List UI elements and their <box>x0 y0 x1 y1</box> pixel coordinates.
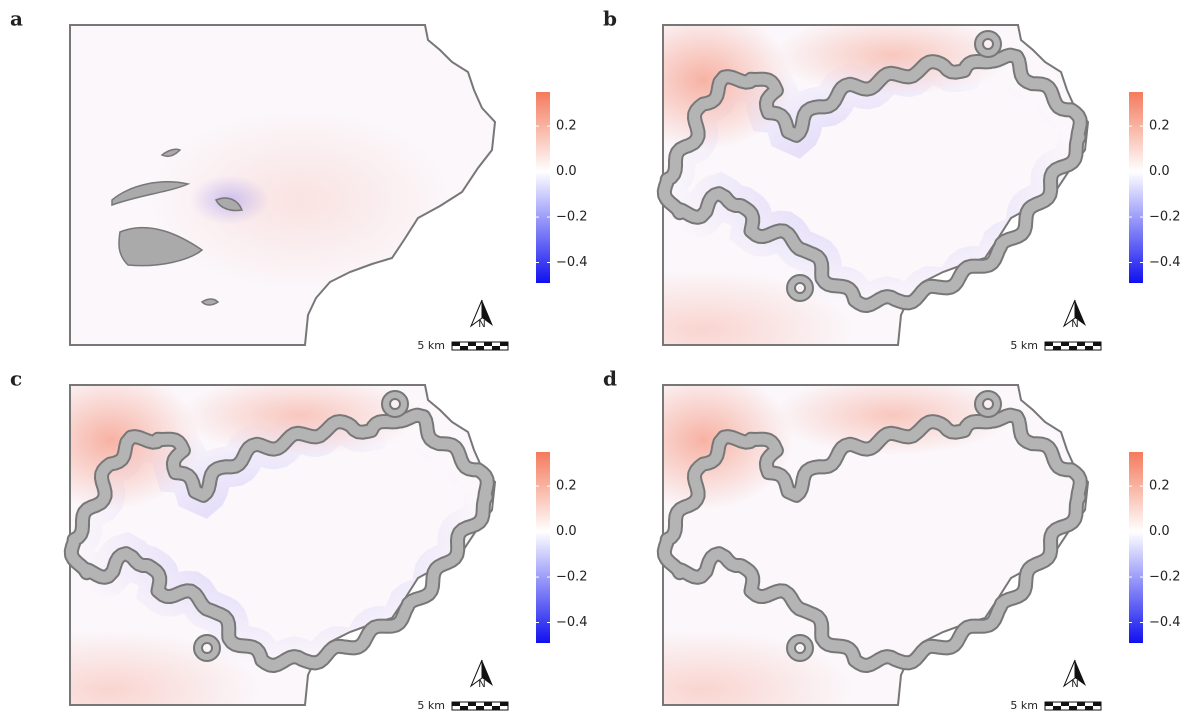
north-label: N <box>1071 319 1078 330</box>
colorbar-tick-label: 0.0 <box>1149 164 1170 179</box>
north-arrow <box>1075 300 1086 326</box>
scale-bar-segment <box>1077 342 1085 346</box>
glow <box>663 385 793 510</box>
buffer <box>658 409 1086 671</box>
island <box>200 298 220 306</box>
colorbar-tick-label: −0.4 <box>556 255 588 270</box>
colorbar <box>1129 92 1143 283</box>
glow <box>663 270 853 345</box>
glow <box>70 630 260 705</box>
tint <box>150 110 450 290</box>
buffer <box>658 49 1086 311</box>
scale-bar-segment <box>1069 346 1077 350</box>
colorbar-tick-label: 0.2 <box>1149 479 1170 494</box>
scale-bar-segment <box>476 346 484 350</box>
scale-bar-segment <box>460 706 468 710</box>
north-label: N <box>478 319 485 330</box>
scale-bar-segment <box>484 702 492 706</box>
map-fill <box>70 25 495 345</box>
scale-bar-segment <box>1061 702 1069 706</box>
island <box>214 197 244 212</box>
scale-bar-segment <box>1085 346 1093 350</box>
island <box>111 181 191 207</box>
colorbar <box>536 452 550 643</box>
panel-label: b <box>603 7 617 31</box>
map-fill <box>663 25 1088 345</box>
colorbar <box>1129 452 1143 643</box>
scale-bar-segment <box>1093 702 1101 706</box>
scale-bar-segment <box>468 342 476 346</box>
colorbar-tick-label: 0.2 <box>1149 119 1170 134</box>
colorbar <box>536 92 550 283</box>
map-panel: c 0.2 0.0 −0.2 −0.4 N 5 km <box>10 367 588 713</box>
north-label: N <box>478 679 485 690</box>
buffer-ring <box>788 276 812 300</box>
scale-bar-segment <box>1045 342 1053 346</box>
buffer-ring <box>383 392 407 416</box>
colorbar-tick-label: −0.2 <box>556 210 588 225</box>
glow <box>663 630 853 705</box>
scale-bar-segment <box>452 702 460 706</box>
scale-label: 5 km <box>1010 699 1038 712</box>
scale-label: 5 km <box>1010 339 1038 352</box>
map-panel: a 0.2 0.0 −0.2 −0.4 N 5 km <box>10 7 588 353</box>
colorbar-tick-label: −0.4 <box>1149 615 1181 630</box>
coastline <box>69 24 497 346</box>
scale-bar-segment <box>484 342 492 346</box>
scale-bar-segment <box>492 346 500 350</box>
colorbar-tick-label: 0.2 <box>556 119 577 134</box>
buffer-ring <box>976 32 1000 56</box>
panel-label: a <box>10 7 23 31</box>
colorbar-tick-label: −0.4 <box>1149 255 1181 270</box>
scale-bar-segment <box>1053 346 1061 350</box>
panel-label: d <box>603 367 617 391</box>
scale-bar-segment <box>1085 706 1093 710</box>
colorbar-tick-label: 0.0 <box>556 524 577 539</box>
scale-bar-segment <box>1069 706 1077 710</box>
scale-bar-segment <box>1093 342 1101 346</box>
buffer-ring <box>788 636 812 660</box>
scale-bar-segment <box>500 342 508 346</box>
scale-bar-segment <box>1053 706 1061 710</box>
scale-bar-segment <box>1077 702 1085 706</box>
scale-label: 5 km <box>417 339 445 352</box>
north-arrow <box>482 660 493 686</box>
north-arrow <box>482 300 493 326</box>
map-panel: b 0.2 0.0 −0.2 −0.4 N 5 km <box>603 7 1181 353</box>
colorbar-tick-label: 0.2 <box>556 479 577 494</box>
scale-bar-segment <box>460 346 468 350</box>
north-arrow <box>1075 660 1086 686</box>
buffer-ring <box>195 636 219 660</box>
colorbar-tick-label: −0.4 <box>556 615 588 630</box>
map-panel: d 0.2 0.0 −0.2 −0.4 N 5 km <box>603 367 1181 713</box>
scale-label: 5 km <box>417 699 445 712</box>
island <box>160 148 182 158</box>
colorbar-tick-label: −0.2 <box>1149 210 1181 225</box>
scale-bar-segment <box>500 702 508 706</box>
scale-bar-segment <box>452 342 460 346</box>
colorbar-tick-label: 0.0 <box>556 164 577 179</box>
scale-bar-segment <box>1045 702 1053 706</box>
scale-bar-segment <box>1061 342 1069 346</box>
scale-bar-segment <box>476 706 484 710</box>
panel-label: c <box>10 367 22 391</box>
buffer <box>65 409 493 671</box>
colorbar-tick-label: 0.0 <box>1149 524 1170 539</box>
island <box>118 227 204 267</box>
scale-bar-segment <box>468 702 476 706</box>
colorbar-tick-label: −0.2 <box>1149 570 1181 585</box>
north-label: N <box>1071 679 1078 690</box>
buffer-ring <box>976 392 1000 416</box>
scale-bar-segment <box>492 706 500 710</box>
colorbar-tick-label: −0.2 <box>556 570 588 585</box>
